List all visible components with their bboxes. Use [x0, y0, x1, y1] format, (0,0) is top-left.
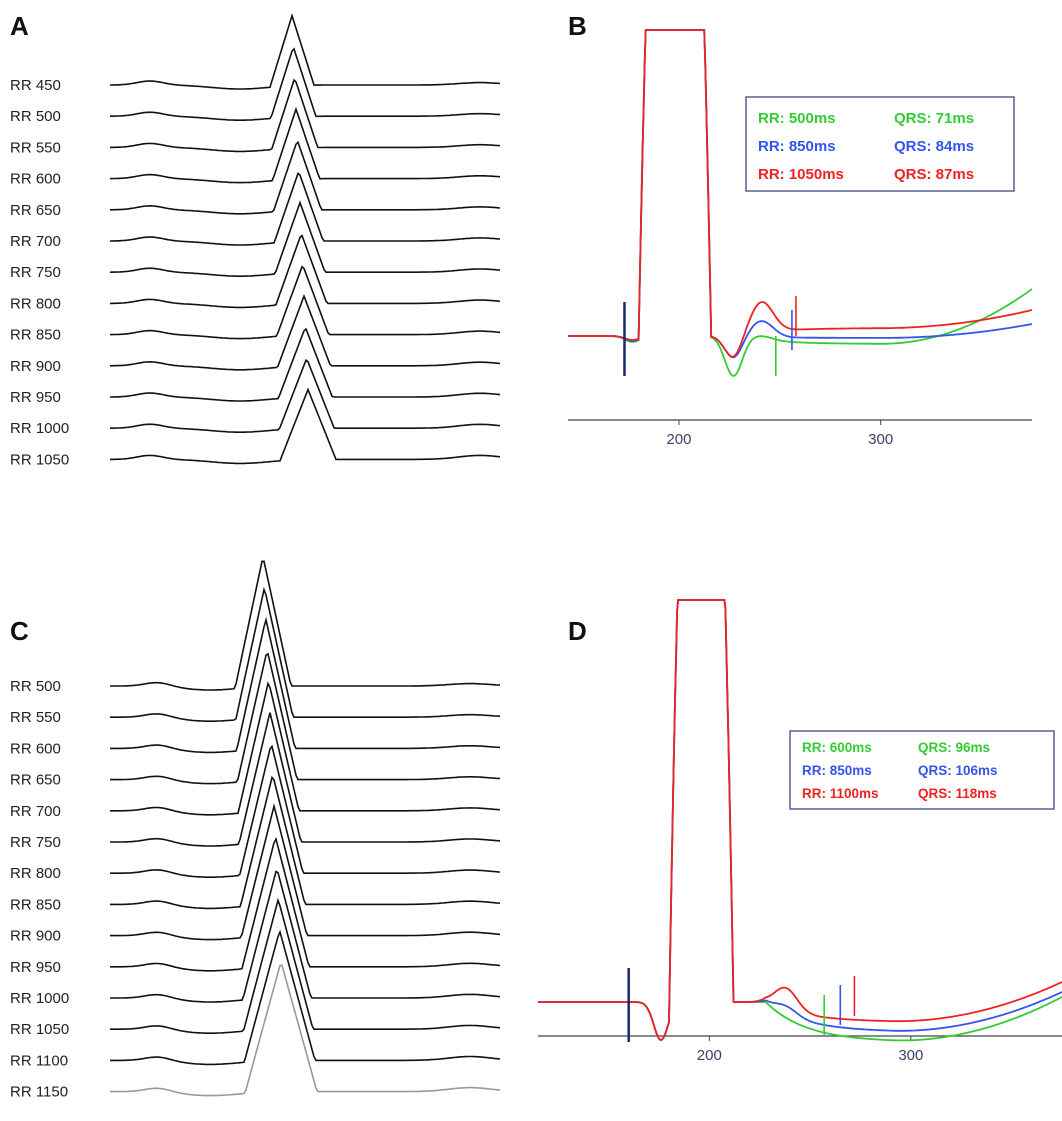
trace-label: RR 750 — [10, 834, 61, 851]
panel-d-overlay-chart: 200 300 RR: 600ms QRS: 96ms RR: 850ms QRS: 10… — [538, 599, 1062, 1064]
legend-rr-text: RR: 500ms — [758, 110, 836, 127]
trace-label: RR 500 — [10, 108, 61, 125]
panel-letter-a: A — [10, 11, 29, 41]
ecg-trace — [110, 652, 501, 785]
trace-label: RR 1150 — [10, 1084, 68, 1101]
panel-b-overlay-chart: 200 300 RR: 500ms QRS: 71ms RR: 850ms QRS: 84… — [568, 29, 1033, 448]
trace-label: RR 600 — [10, 171, 61, 188]
ecg-trace — [110, 327, 501, 402]
trace-label: RR 650 — [10, 202, 61, 219]
ecg-trace — [110, 586, 501, 723]
ecg-trace — [110, 265, 501, 340]
ecg-trace — [110, 293, 501, 371]
ecg-overlay-trace — [538, 599, 1062, 1042]
x-tick-label: 200 — [666, 431, 691, 448]
ecg-trace — [110, 200, 501, 278]
legend-qrs-text: QRS: 106ms — [918, 763, 998, 778]
legend-qrs-text: QRS: 84ms — [894, 138, 974, 155]
ecg-trace — [110, 803, 501, 941]
trace-label: RR 1050 — [10, 451, 69, 468]
ecg-trace — [110, 140, 501, 215]
trace-label: RR 1000 — [10, 990, 69, 1007]
ecg-overlay-trace — [568, 29, 1033, 358]
x-tick-label: 200 — [697, 1047, 722, 1064]
trace-label: RR 950 — [10, 389, 61, 406]
ecg-overlay-trace — [538, 599, 1062, 1041]
ecg-overlay-trace — [568, 29, 1033, 359]
ecg-trace — [110, 234, 501, 309]
ecg-trace — [110, 744, 501, 879]
legend-rr-text: RR: 850ms — [802, 763, 872, 778]
legend-qrs-text: QRS: 87ms — [894, 166, 974, 183]
ecg-trace — [110, 171, 501, 246]
legend-rr-text: RR: 850ms — [758, 138, 836, 155]
panel-letter-b: B — [568, 11, 587, 41]
ecg-trace — [110, 712, 501, 847]
ecg-trace — [110, 560, 501, 691]
x-tick-label: 300 — [868, 431, 893, 448]
legend-qrs-text: QRS: 118ms — [918, 786, 997, 801]
trace-label: RR 500 — [10, 678, 61, 695]
legend-rr-text: RR: 1050ms — [758, 166, 844, 183]
legend-qrs-text: QRS: 96ms — [918, 740, 990, 755]
trace-label: RR 1050 — [10, 1021, 69, 1038]
ecg-overlay-trace — [568, 29, 1033, 377]
ecg-trace — [110, 616, 501, 754]
trace-label: RR 600 — [10, 740, 61, 757]
legend-rr-text: RR: 1100ms — [802, 786, 879, 801]
trace-label: RR 550 — [10, 139, 61, 156]
trace-label: RR 650 — [10, 772, 61, 789]
trace-label: RR 950 — [10, 959, 61, 976]
ecg-trace — [110, 897, 501, 1034]
ecg-trace — [110, 681, 501, 816]
trace-label: RR 800 — [10, 295, 61, 312]
ecg-trace — [110, 929, 501, 1066]
panel-c-stacked-traces: RR 500 RR 550 RR 600 RR 650 RR 700 RR 750 RR 8… — [10, 560, 501, 1101]
ecg-trace — [110, 13, 501, 90]
trace-label: RR 700 — [10, 233, 61, 250]
legend-box — [745, 96, 1015, 192]
trace-label: RR 850 — [10, 327, 61, 344]
trace-label: RR 900 — [10, 928, 61, 945]
trace-label: RR 550 — [10, 709, 61, 726]
ecg-trace — [110, 964, 501, 1097]
panel-a-stacked-traces: RR 450 RR 500 RR 550 RR 600 RR 650 RR 700 RR 7… — [10, 13, 501, 468]
ecg-trace — [110, 106, 501, 184]
trace-label: RR 1100 — [10, 1052, 68, 1069]
legend-box — [789, 730, 1055, 810]
trace-label: RR 750 — [10, 264, 61, 281]
trace-label: RR 1000 — [10, 420, 69, 437]
trace-label: RR 900 — [10, 358, 61, 375]
ecg-trace — [110, 775, 501, 910]
ecg-trace — [110, 870, 501, 1003]
ecg-trace — [110, 47, 501, 121]
trace-label: RR 800 — [10, 865, 61, 882]
ecg-trace — [110, 387, 501, 465]
trace-label: RR 700 — [10, 803, 61, 820]
panel-letter-d: D — [568, 616, 587, 646]
ecg-overlay-trace — [538, 599, 1062, 1041]
trace-label: RR 450 — [10, 77, 61, 94]
x-tick-label: 300 — [898, 1047, 923, 1064]
trace-label: RR 850 — [10, 896, 61, 913]
ecg-trace — [110, 836, 501, 972]
panel-letter-c: C — [10, 616, 29, 646]
ecg-trace — [110, 358, 501, 434]
ecg-trace — [110, 78, 501, 153]
legend-qrs-text: QRS: 71ms — [894, 110, 974, 127]
legend-rr-text: RR: 600ms — [802, 740, 872, 755]
